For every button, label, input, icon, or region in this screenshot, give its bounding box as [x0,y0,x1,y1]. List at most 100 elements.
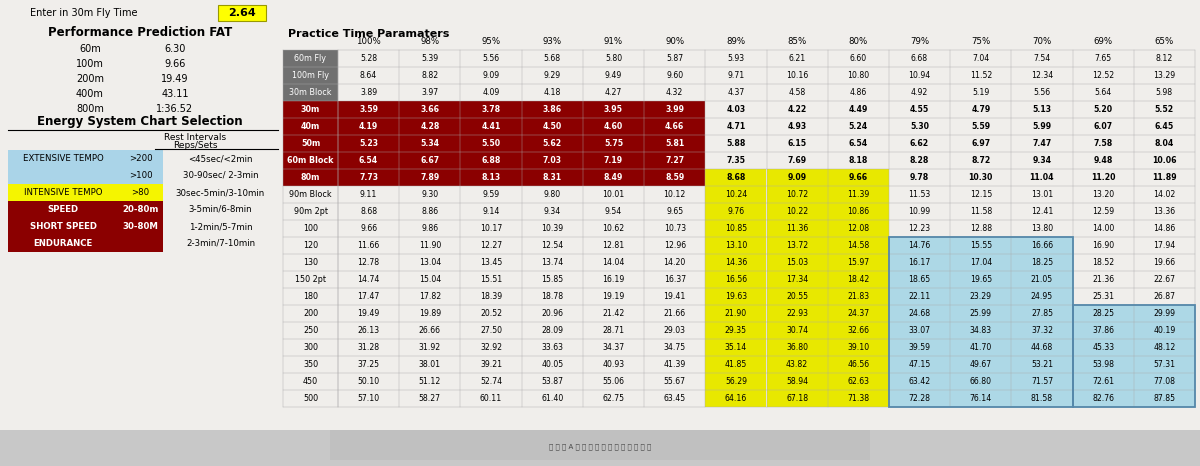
Text: 19.19: 19.19 [602,292,624,301]
Text: 31.92: 31.92 [419,343,440,352]
Text: 16.19: 16.19 [602,275,624,284]
Text: 24.95: 24.95 [1031,292,1054,301]
Text: 34.83: 34.83 [970,326,992,335]
Bar [118,150,163,167]
Text: 8.28: 8.28 [910,156,929,165]
Bar [1012,373,1073,390]
Text: 19.41: 19.41 [664,292,686,301]
Text: 450: 450 [302,377,318,386]
Text: 69%: 69% [1093,37,1112,47]
Text: 70%: 70% [1032,37,1051,47]
Text: 39.59: 39.59 [908,343,930,352]
Text: 4.18: 4.18 [544,88,560,97]
Bar [889,271,950,288]
Text: 14.76: 14.76 [908,241,931,250]
Text: SPEED: SPEED [48,205,78,214]
Bar [583,135,644,152]
Text: 17.47: 17.47 [358,292,379,301]
Bar [1012,339,1073,356]
Text: 15.04: 15.04 [419,275,440,284]
Text: 90m Block: 90m Block [289,190,332,199]
Text: 28.25: 28.25 [1092,309,1114,318]
Text: 4.66: 4.66 [665,122,684,131]
Text: 4.58: 4.58 [788,88,805,97]
Text: 5.34: 5.34 [420,139,439,148]
Text: 12.34: 12.34 [1031,71,1054,80]
Bar [461,152,522,169]
Text: 9.86: 9.86 [421,224,438,233]
Bar [118,184,163,201]
Text: 6.54: 6.54 [359,156,378,165]
Bar [828,237,889,254]
Bar [1012,271,1073,288]
Text: 150 2pt: 150 2pt [295,275,326,284]
Text: 7.04: 7.04 [972,54,989,63]
Bar [1012,322,1073,339]
Text: 16.66: 16.66 [1031,241,1054,250]
Text: 41.70: 41.70 [970,343,992,352]
Text: 16.90: 16.90 [1092,241,1115,250]
Text: 250: 250 [302,326,318,335]
Text: 12.81: 12.81 [602,241,624,250]
Text: 52.74: 52.74 [480,377,502,386]
Text: 9.34: 9.34 [544,207,560,216]
Text: 18.78: 18.78 [541,292,563,301]
Text: 100: 100 [302,224,318,233]
Text: 13.04: 13.04 [419,258,440,267]
Text: 14.20: 14.20 [664,258,686,267]
Bar [1134,322,1195,339]
Text: 26.66: 26.66 [419,326,440,335]
Text: 33.07: 33.07 [908,326,930,335]
Text: 17.34: 17.34 [786,275,809,284]
Text: 3.97: 3.97 [421,88,438,97]
Text: 21.05: 21.05 [1031,275,1054,284]
Bar [767,220,828,237]
Bar [950,322,1012,339]
Bar [522,169,583,186]
Text: 53.21: 53.21 [1031,360,1054,369]
Text: 34.75: 34.75 [664,343,685,352]
Text: 6.62: 6.62 [910,139,929,148]
Text: 3.99: 3.99 [665,105,684,114]
Text: 10.22: 10.22 [786,207,808,216]
Bar [706,373,767,390]
Text: 66.80: 66.80 [970,377,991,386]
Text: 6.60: 6.60 [850,54,866,63]
Text: 4.41: 4.41 [481,122,500,131]
Bar [706,237,767,254]
Text: 8.18: 8.18 [848,156,868,165]
Text: 10.85: 10.85 [725,224,746,233]
Text: 23.29: 23.29 [970,292,991,301]
Text: 48.12: 48.12 [1153,343,1176,352]
Text: 12.52: 12.52 [1092,71,1115,80]
Text: 24.37: 24.37 [847,309,869,318]
Text: 67.18: 67.18 [786,394,808,403]
Text: 9.60: 9.60 [666,71,683,80]
Text: 50.10: 50.10 [358,377,379,386]
Text: 19.49: 19.49 [358,309,379,318]
Bar [828,305,889,322]
Text: 71.38: 71.38 [847,394,869,403]
Text: 18.42: 18.42 [847,275,870,284]
Text: >80: >80 [132,188,150,197]
Text: <45sec/<2min: <45sec/<2min [188,154,253,163]
Bar [283,118,338,135]
Text: 11.04: 11.04 [1030,173,1055,182]
Text: 9.34: 9.34 [1032,156,1051,165]
Text: 5.19: 5.19 [972,88,989,97]
Bar [950,356,1012,373]
Text: 10.73: 10.73 [664,224,685,233]
Text: 9.49: 9.49 [605,71,622,80]
Text: 87.85: 87.85 [1153,394,1175,403]
Bar [767,339,828,356]
Text: 100m Fly: 100m Fly [292,71,329,80]
Text: 7.69: 7.69 [787,156,806,165]
Text: 49.67: 49.67 [970,360,992,369]
Text: 80%: 80% [848,37,868,47]
Bar [828,373,889,390]
Text: 5.39: 5.39 [421,54,438,63]
Text: 3.59: 3.59 [359,105,378,114]
Text: 100m: 100m [76,59,104,69]
Bar [118,201,163,218]
Text: 9.80: 9.80 [544,190,560,199]
